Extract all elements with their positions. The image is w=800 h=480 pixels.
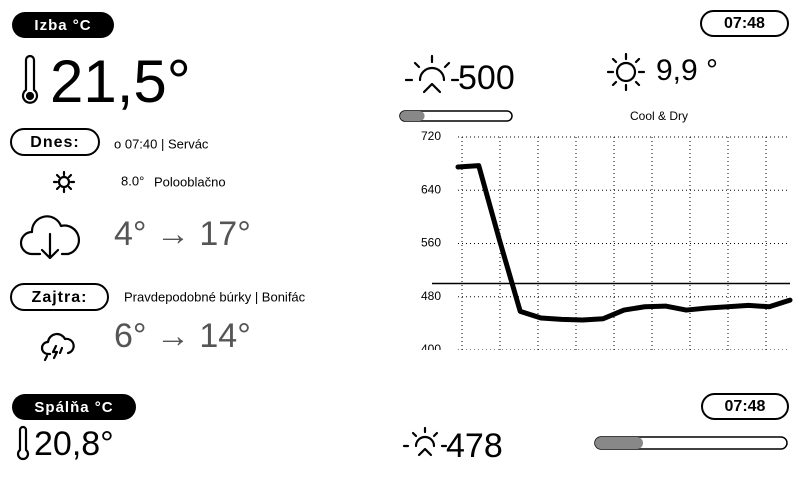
day-label: Dnes: bbox=[30, 134, 79, 151]
badge bbox=[10, 283, 109, 311]
day-info: Pravdepodobné búrky | Bonifác bbox=[124, 289, 306, 304]
badge bbox=[12, 12, 114, 38]
day-label: Zajtra: bbox=[32, 289, 88, 306]
thermometer-icon bbox=[16, 425, 30, 461]
chart: 400 480 560 640 720 bbox=[421, 129, 793, 356]
badge bbox=[10, 128, 100, 156]
time-badge bbox=[701, 393, 789, 420]
thermometer-icon bbox=[21, 54, 39, 104]
y-tick-label: 640 bbox=[421, 182, 441, 196]
light-value: 500 bbox=[458, 59, 515, 97]
progress-fill bbox=[595, 437, 643, 449]
temperature-range: 6° → 14° bbox=[114, 317, 251, 355]
y-tick-label: 560 bbox=[421, 236, 441, 250]
sunrise-icon bbox=[404, 54, 460, 94]
y-tick-label: 480 bbox=[421, 289, 441, 303]
temperature-range: 4° → 17° bbox=[114, 215, 251, 253]
data-line bbox=[455, 163, 793, 323]
cloud-download-icon bbox=[19, 215, 80, 260]
day-info: o 07:40 | Servác bbox=[114, 136, 209, 151]
bedroom-temperature: 20,8° bbox=[34, 425, 114, 463]
sunrise-icon bbox=[402, 426, 448, 457]
condition: Polooblačno bbox=[154, 174, 226, 189]
room-label: Spálňa °C bbox=[34, 399, 113, 416]
y-tick-label: 720 bbox=[421, 129, 441, 143]
time: 07:48 bbox=[724, 15, 765, 32]
badge bbox=[12, 394, 136, 420]
sun-icon bbox=[52, 170, 76, 194]
progress-fill bbox=[400, 111, 425, 121]
comfort: Cool & Dry bbox=[630, 109, 688, 123]
bedroom-light: 478 bbox=[446, 427, 503, 465]
time-badge bbox=[700, 10, 789, 37]
indoor-temperature: 21,5° bbox=[50, 48, 191, 115]
day-temperature: 8.0° bbox=[121, 173, 144, 188]
outdoor-temperature: 9,9 ° bbox=[656, 54, 718, 87]
y-tick-label: 400 bbox=[421, 342, 441, 356]
room-label: Izba °C bbox=[34, 17, 91, 34]
time: 07:48 bbox=[725, 398, 766, 415]
storm-icon bbox=[40, 332, 75, 362]
sun-icon bbox=[606, 52, 646, 92]
